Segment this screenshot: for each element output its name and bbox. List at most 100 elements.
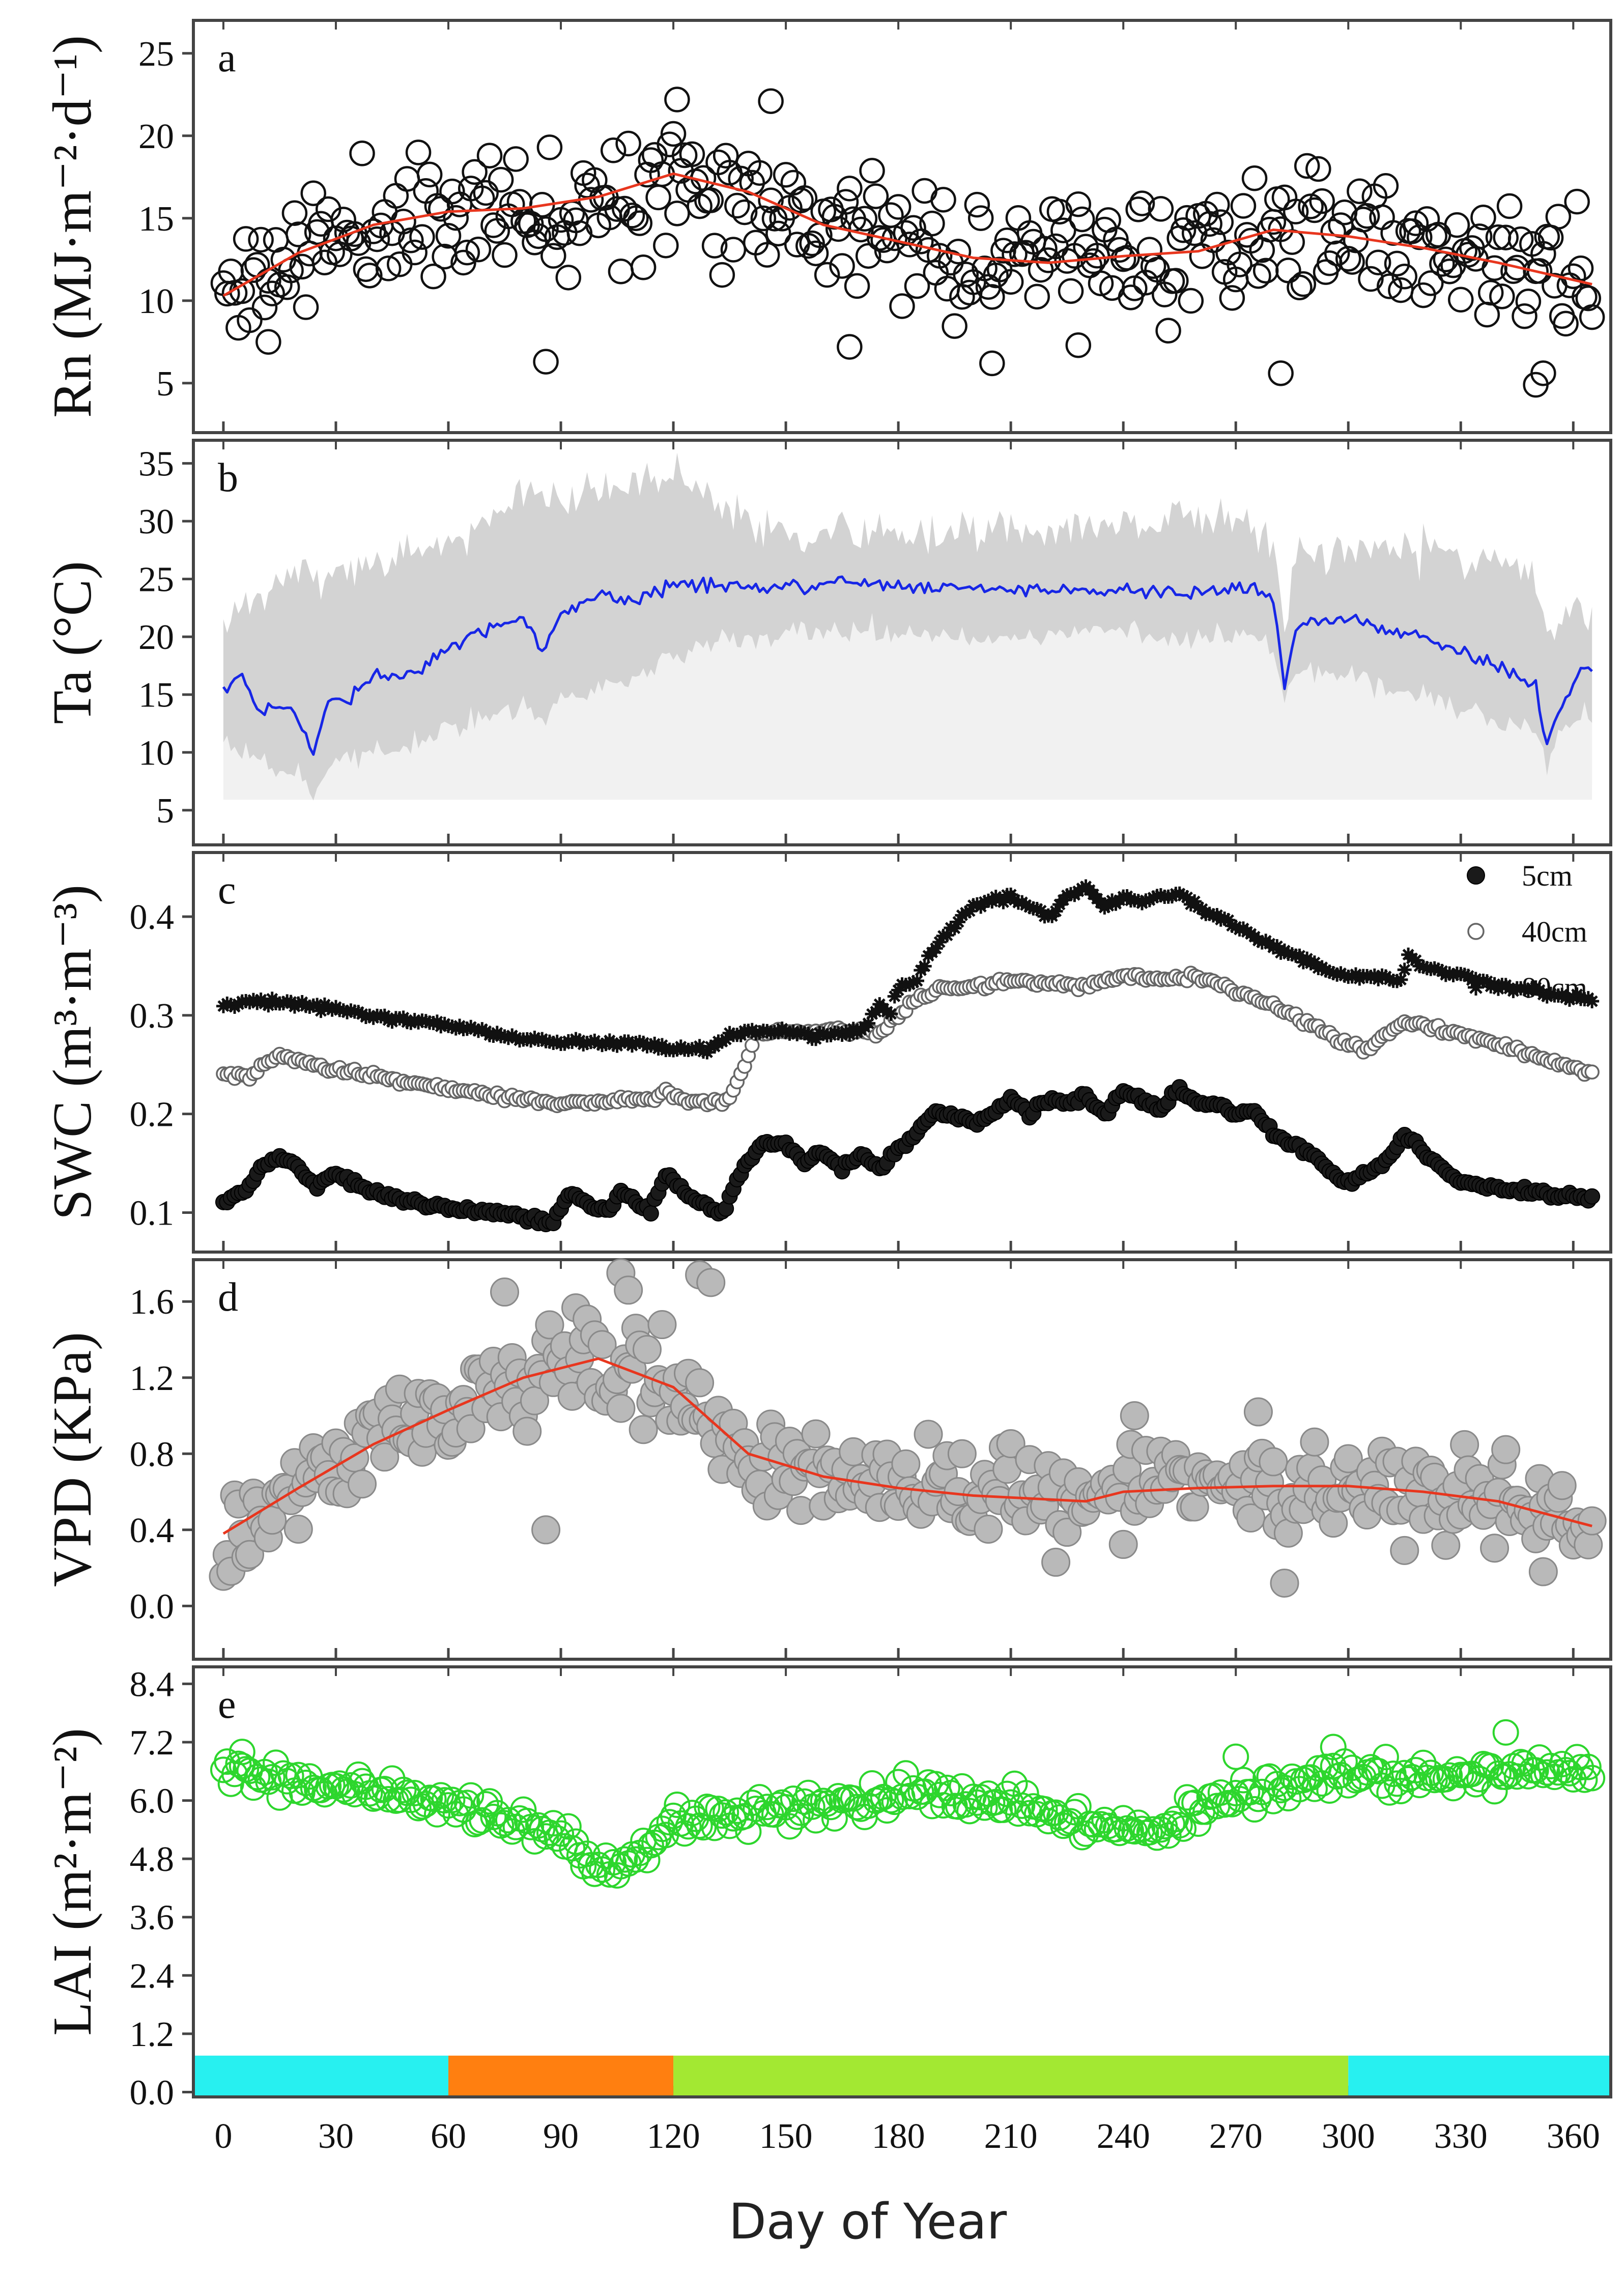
rn-point [1024, 283, 1050, 310]
lai-point [1009, 1792, 1036, 1819]
swc-point-80cm [1442, 966, 1457, 981]
rn-point [1181, 220, 1208, 246]
rn-point [540, 243, 566, 269]
rn-point [803, 240, 829, 267]
rn-point [754, 242, 780, 268]
swc-point-80cm [809, 1032, 823, 1046]
rn-point [833, 189, 859, 215]
rn-point [1046, 198, 1073, 225]
swc-point-80cm [1270, 939, 1285, 954]
x-axis-title: Day of Year [729, 2193, 1007, 2250]
vpd-point [1243, 1397, 1273, 1427]
rn-point [791, 185, 818, 211]
y-tick-label: 35 [138, 444, 174, 484]
swc-point-80cm [310, 998, 325, 1012]
vpd-point [512, 1416, 542, 1446]
swc-point-80cm [576, 1037, 591, 1052]
vpd-point [1574, 1530, 1603, 1559]
y-tick-label: 1.2 [130, 2015, 175, 2054]
rn-point [731, 199, 758, 225]
season-segment [1348, 2055, 1609, 2095]
rn-point [435, 222, 462, 249]
panel-c-frame [192, 851, 1612, 1254]
panel-a-label: a [218, 36, 236, 80]
y-tick-label: 0.8 [130, 1435, 175, 1474]
lai-point [1278, 1763, 1305, 1790]
y-tick-label: 1.6 [130, 1283, 175, 1322]
swc-point-80cm [1322, 964, 1337, 979]
lai-point [713, 1799, 739, 1826]
rn-point [274, 274, 300, 300]
vpd-point [606, 1394, 636, 1423]
rn-point [1545, 204, 1572, 230]
rn-point [837, 176, 863, 202]
rn-point [281, 200, 308, 226]
rn-point [1507, 226, 1534, 252]
rn-point [788, 187, 814, 214]
rn-point [630, 254, 657, 280]
swc-point-80cm [411, 1015, 426, 1030]
swc-point-80cm [1022, 900, 1037, 915]
rn-point [698, 187, 724, 213]
rn-point [1515, 289, 1542, 315]
rn-point [1436, 258, 1463, 285]
swc-point-80cm [1438, 968, 1453, 982]
y-tick-label: 15 [138, 676, 174, 715]
swc-point-80cm [1030, 901, 1044, 916]
rn-trend-line [222, 172, 1592, 297]
panel-e-ylabel: LAI (m²·m⁻²) [42, 1728, 103, 2036]
lai-point [611, 1846, 638, 1873]
rn-point [1268, 360, 1294, 386]
lai-point [1575, 1753, 1602, 1780]
lai-point [330, 1776, 357, 1803]
vpd-point [1052, 1518, 1082, 1547]
rn-point [1324, 240, 1350, 267]
season-segment [195, 2055, 449, 2095]
rn-point [1403, 210, 1429, 236]
vpd-point [531, 1515, 561, 1545]
swc-point-80cm [1536, 987, 1551, 1002]
swc-point-80cm [928, 941, 943, 956]
rn-point [1301, 197, 1328, 223]
y-tick-label: 10 [138, 282, 174, 321]
rn-point [1358, 266, 1384, 292]
lai-point [990, 1796, 1017, 1823]
rn-point [1568, 256, 1594, 281]
rn-point [503, 146, 529, 172]
vpd-point [456, 1414, 486, 1443]
rn-point [859, 158, 885, 184]
panel-c-label: c [218, 868, 236, 913]
vpd-point [283, 1514, 313, 1544]
swc-legend: 5cm 40cm 80cm [1467, 859, 1587, 1004]
x-tick-label: 180 [872, 2117, 925, 2156]
rn-point [863, 183, 889, 209]
swc-point-80cm [816, 1026, 831, 1041]
rn-point [1178, 288, 1204, 314]
lai-point [675, 1813, 702, 1840]
lai-point [1241, 1796, 1268, 1823]
rn-point [1241, 165, 1268, 191]
lai-point [690, 1814, 717, 1841]
rn-point [908, 229, 934, 254]
rn-point [837, 334, 863, 360]
swc-point-80cm [1431, 962, 1446, 977]
legend-label: 40cm [1522, 915, 1587, 948]
swc-point-80cm [760, 1024, 775, 1038]
rn-point [701, 233, 728, 259]
swc-point-80cm [1202, 906, 1217, 921]
x-tick-label: 150 [759, 2117, 813, 2156]
rn-point [248, 226, 274, 253]
y-tick-label: 0.2 [130, 1095, 175, 1134]
x-tick-label: 120 [647, 2117, 700, 2156]
vpd-point [947, 1439, 977, 1468]
rn-point [480, 212, 506, 238]
rn-point [829, 253, 855, 279]
swc-point-80cm [996, 895, 1011, 910]
rn-point [364, 226, 390, 252]
y-tick-label: 1.2 [130, 1359, 175, 1398]
swc-point-80cm [467, 1021, 482, 1036]
swc-point-80cm [1146, 890, 1161, 905]
lai-point [1136, 1819, 1163, 1846]
rn-point [896, 232, 923, 258]
rn-point [566, 220, 593, 246]
